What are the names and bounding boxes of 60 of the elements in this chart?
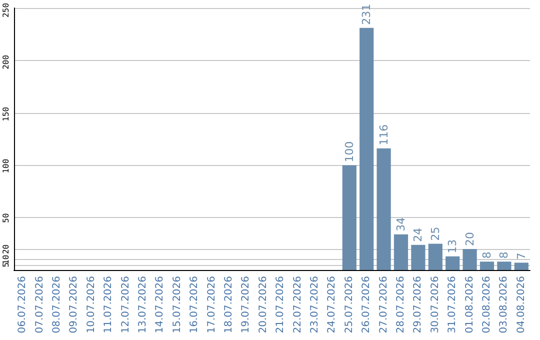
data-label: 100 bbox=[342, 141, 356, 162]
y-tick-label: 20 bbox=[2, 244, 10, 254]
data-label: 231 bbox=[360, 4, 374, 25]
x-tick-label: 02.08.2026 bbox=[482, 276, 492, 334]
x-tick-label: 25.07.2026 bbox=[344, 276, 355, 334]
y-tick-label: 50 bbox=[2, 213, 10, 223]
bar bbox=[342, 165, 356, 270]
y-tick-label: 200 bbox=[2, 54, 10, 70]
bar bbox=[394, 234, 408, 270]
x-tick-label: 03.08.2026 bbox=[498, 276, 510, 334]
data-label: 13 bbox=[446, 239, 460, 254]
x-tick-label: 15.07.2026 bbox=[172, 276, 183, 334]
x-tick-label: 14.07.2026 bbox=[154, 276, 166, 334]
x-tick-label: 09.07.2026 bbox=[68, 276, 80, 334]
x-tick-label: 01.08.2026 bbox=[464, 276, 476, 334]
x-tick-label: 28.07.2026 bbox=[396, 276, 406, 334]
data-label: 24 bbox=[412, 228, 425, 242]
bar bbox=[376, 148, 391, 270]
bar bbox=[360, 28, 374, 270]
x-tick-label: 19.07.2026 bbox=[240, 276, 252, 334]
x-tick-label: 21.07.2026 bbox=[275, 276, 286, 334]
bar bbox=[446, 256, 460, 270]
data-label: 8 bbox=[480, 252, 494, 259]
y-tick-label: 5 bbox=[2, 262, 10, 268]
x-tick-label: 31.07.2026 bbox=[447, 276, 458, 334]
bar bbox=[428, 244, 442, 270]
data-label: 7 bbox=[514, 252, 528, 260]
x-tick-label: 23.07.2026 bbox=[310, 276, 320, 334]
x-tick-label: 08.07.2026 bbox=[52, 276, 62, 334]
data-label: 34 bbox=[394, 217, 408, 232]
x-tick-label: 12.07.2026 bbox=[120, 276, 132, 334]
x-tick-label: 24.07.2026 bbox=[326, 276, 338, 334]
bar bbox=[480, 262, 494, 270]
x-tick-label: 06.07.2026 bbox=[17, 276, 28, 334]
data-label: 116 bbox=[377, 124, 390, 146]
x-tick-label: 30.07.2026 bbox=[430, 276, 441, 334]
y-tick-label: 150 bbox=[2, 106, 10, 122]
y-tick-label: 100 bbox=[2, 158, 10, 174]
x-tick-label: 13.07.2026 bbox=[138, 276, 148, 334]
x-tick-label: 29.07.2026 bbox=[412, 276, 424, 334]
x-tick-label: 17.07.2026 bbox=[206, 276, 218, 334]
x-tick-label: 26.07.2026 bbox=[361, 276, 372, 334]
x-tick-label: 22.07.2026 bbox=[292, 276, 304, 334]
x-tick-label: 20.07.2026 bbox=[258, 276, 269, 334]
data-label: 8 bbox=[498, 252, 511, 259]
y-tick-label: 10 bbox=[2, 254, 10, 264]
x-tick-label: 27.07.2026 bbox=[378, 276, 390, 334]
bar bbox=[497, 262, 512, 270]
x-tick-label: 16.07.2026 bbox=[189, 276, 200, 334]
x-tick-label: 04.08.2026 bbox=[516, 276, 527, 334]
x-tick-label: 07.07.2026 bbox=[34, 276, 46, 334]
bar bbox=[514, 262, 528, 270]
data-label: 20 bbox=[463, 232, 476, 246]
x-tick-label: 11.07.2026 bbox=[103, 276, 114, 334]
bar bbox=[411, 244, 426, 270]
x-tick-label: 18.07.2026 bbox=[224, 276, 234, 334]
bar bbox=[462, 249, 477, 270]
x-tick-label: 10.07.2026 bbox=[86, 276, 97, 334]
y-tick-label: 250 bbox=[2, 2, 10, 18]
data-label: 25 bbox=[428, 226, 442, 241]
